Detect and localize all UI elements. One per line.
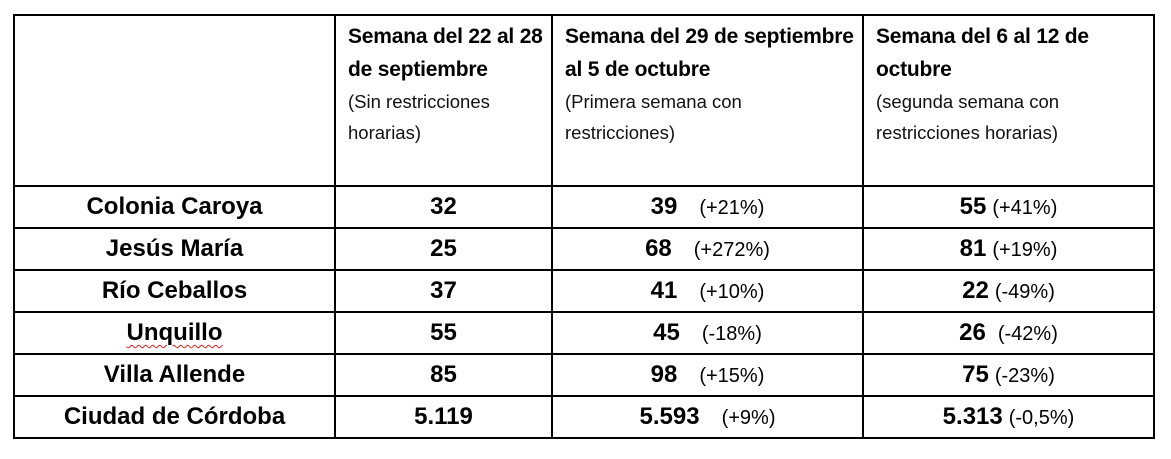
week-3-count: 55 xyxy=(959,193,987,220)
table-row: Villa Allende 85 98 (+15%) 75 (-23%) xyxy=(13,353,1155,397)
week-1-count: 37 xyxy=(430,277,457,304)
week-2-count: 41 xyxy=(650,277,678,304)
week-1-value: 25 xyxy=(334,227,553,271)
header-week-2-title: Semana del 29 de septiembre al 5 de octu… xyxy=(565,25,854,81)
week-3-value: 22 (-49%) xyxy=(862,269,1155,313)
header-week-3-title: Semana del 6 al 12 de octubre xyxy=(876,25,1089,81)
week-2-count: 39 xyxy=(650,193,678,220)
week-1-count: 55 xyxy=(430,319,457,346)
header-week-3-note: (segunda semana con restricciones horari… xyxy=(876,91,1060,143)
week-2-change: (+272%) xyxy=(693,239,770,261)
header-week-1-title: Semana del 22 al 28 de septiembre xyxy=(348,25,543,81)
week-1-count: 32 xyxy=(430,193,457,220)
week-3-change: (-23%) xyxy=(994,365,1055,387)
week-2-value: 5.593 (+9%) xyxy=(551,395,864,439)
week-3-count: 75 xyxy=(962,361,989,388)
week-2-count: 5.593 xyxy=(639,403,700,430)
week-2-value: 39 (+21%) xyxy=(551,185,864,229)
week-3-change: (+19%) xyxy=(992,239,1058,261)
week-2-change: (+15%) xyxy=(699,365,765,387)
week-2-change: (+10%) xyxy=(699,281,765,303)
city-name: Jesús María xyxy=(13,227,336,271)
header-week-2-note: (Primera semana con restricciones) xyxy=(565,91,742,143)
city-name: Unquillo xyxy=(13,311,336,355)
week-3-value: 55 (+41%) xyxy=(862,185,1155,229)
week-3-change: (-49%) xyxy=(994,281,1055,303)
week-3-count: 5.313 xyxy=(942,403,1003,430)
city-name: Villa Allende xyxy=(13,353,336,397)
week-2-value: 45 (-18%) xyxy=(551,311,864,355)
header-week-3: Semana del 6 al 12 de octubre (segunda s… xyxy=(862,14,1155,187)
week-3-count: 26 xyxy=(959,319,986,346)
week-2-change: (+9%) xyxy=(721,407,776,429)
header-week-1: Semana del 22 al 28 de septiembre (Sin r… xyxy=(334,14,553,187)
table-row: Unquillo 55 45 (-18%) 26 (-42%) xyxy=(13,311,1155,355)
week-1-value: 32 xyxy=(334,185,553,229)
table-row: Colonia Caroya 32 39 (+21%) 55 (+41%) xyxy=(13,185,1155,229)
week-1-value: 37 xyxy=(334,269,553,313)
city-name: Colonia Caroya xyxy=(13,185,336,229)
week-2-value: 68 (+272%) xyxy=(551,227,864,271)
table-row: Ciudad de Córdoba 5.119 5.593 (+9%) 5.313… xyxy=(13,395,1155,439)
week-3-value: 81 (+19%) xyxy=(862,227,1155,271)
header-empty-cell xyxy=(13,14,336,187)
header-week-2: Semana del 29 de septiembre al 5 de octu… xyxy=(551,14,864,187)
header-week-1-note: (Sin restricciones horarias) xyxy=(348,91,490,143)
week-1-value: 55 xyxy=(334,311,553,355)
table-row: Jesús María 25 68 (+272%) 81 (+19%) xyxy=(13,227,1155,271)
week-3-count: 81 xyxy=(959,235,987,262)
week-3-value: 5.313 (-0,5%) xyxy=(862,395,1155,439)
week-1-value: 5.119 xyxy=(334,395,553,439)
spellcheck-underlined-city: Unquillo xyxy=(126,319,223,346)
weekly-cases-table: Semana del 22 al 28 de septiembre (Sin r… xyxy=(13,14,1155,439)
week-3-value: 26 (-42%) xyxy=(862,311,1155,355)
city-name: Río Ceballos xyxy=(13,269,336,313)
header-row: Semana del 22 al 28 de septiembre (Sin r… xyxy=(13,14,1155,187)
week-3-change: (-42%) xyxy=(997,323,1058,345)
week-2-count: 98 xyxy=(650,361,678,388)
week-3-value: 75 (-23%) xyxy=(862,353,1155,397)
week-2-change: (+21%) xyxy=(699,197,765,219)
week-3-change: (-0,5%) xyxy=(1008,407,1075,429)
week-3-change: (+41%) xyxy=(992,197,1058,219)
week-1-count: 85 xyxy=(430,361,457,388)
week-2-count: 45 xyxy=(653,319,680,346)
week-1-count: 25 xyxy=(430,235,457,262)
week-2-value: 41 (+10%) xyxy=(551,269,864,313)
week-1-value: 85 xyxy=(334,353,553,397)
city-name: Ciudad de Córdoba xyxy=(13,395,336,439)
week-2-change: (-18%) xyxy=(701,323,762,345)
week-1-count: 5.119 xyxy=(414,403,473,430)
table-row: Río Ceballos 37 41 (+10%) 22 (-49%) xyxy=(13,269,1155,313)
week-3-count: 22 xyxy=(962,277,989,304)
week-2-value: 98 (+15%) xyxy=(551,353,864,397)
week-2-count: 68 xyxy=(645,235,672,262)
